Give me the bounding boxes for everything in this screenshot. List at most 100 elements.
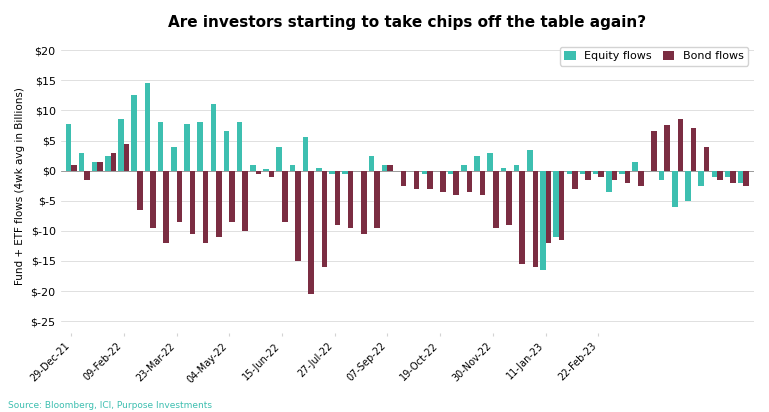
Bar xyxy=(685,171,691,201)
Bar xyxy=(163,171,169,243)
Bar xyxy=(78,152,85,171)
Bar xyxy=(572,171,578,189)
Bar xyxy=(480,171,485,195)
Bar xyxy=(65,124,71,171)
Bar xyxy=(554,171,559,237)
Bar xyxy=(308,171,314,294)
Bar xyxy=(540,171,546,270)
Bar xyxy=(664,125,670,171)
Bar xyxy=(224,131,229,171)
Bar xyxy=(250,165,255,171)
Bar xyxy=(527,150,532,171)
Bar xyxy=(593,171,598,173)
Bar xyxy=(611,171,618,180)
Bar xyxy=(651,131,657,171)
Bar xyxy=(506,171,511,225)
Bar xyxy=(369,156,375,171)
Bar xyxy=(638,171,644,186)
Bar xyxy=(237,122,242,171)
Bar xyxy=(242,171,248,231)
Bar xyxy=(145,83,150,171)
Bar xyxy=(488,152,493,171)
Bar xyxy=(388,165,393,171)
Bar xyxy=(659,171,664,180)
Bar xyxy=(335,171,341,225)
Bar xyxy=(448,171,454,173)
Bar xyxy=(92,162,98,171)
Bar xyxy=(321,171,327,267)
Bar xyxy=(546,171,551,243)
Bar xyxy=(724,171,731,177)
Bar xyxy=(198,122,203,171)
Bar xyxy=(567,171,572,173)
Bar xyxy=(190,171,195,234)
Bar xyxy=(698,171,704,186)
Bar xyxy=(514,165,519,171)
Bar xyxy=(619,171,624,173)
Bar xyxy=(98,162,103,171)
Bar xyxy=(401,171,406,186)
Bar xyxy=(493,171,498,228)
Bar xyxy=(598,171,604,177)
Bar xyxy=(348,171,354,228)
Bar xyxy=(316,168,321,171)
Bar xyxy=(203,171,208,243)
Bar xyxy=(632,162,638,171)
Bar xyxy=(295,171,301,261)
Bar xyxy=(277,147,282,171)
Bar xyxy=(171,147,177,171)
Bar xyxy=(185,124,190,171)
Bar xyxy=(137,171,142,210)
Bar xyxy=(624,171,631,183)
Bar xyxy=(263,169,269,171)
Bar xyxy=(150,171,156,228)
Bar xyxy=(118,119,124,171)
Bar xyxy=(427,171,433,189)
Bar xyxy=(677,119,683,171)
Bar xyxy=(131,95,137,171)
Bar xyxy=(711,171,717,177)
Legend: Equity flows, Bond flows: Equity flows, Bond flows xyxy=(560,47,748,66)
Bar xyxy=(269,171,275,177)
Bar xyxy=(211,104,216,171)
Title: Are investors starting to take chips off the table again?: Are investors starting to take chips off… xyxy=(168,15,646,30)
Bar xyxy=(329,171,335,173)
Bar xyxy=(744,171,749,186)
Bar xyxy=(580,171,585,173)
Bar xyxy=(501,168,506,171)
Bar xyxy=(216,171,221,237)
Bar xyxy=(255,171,261,173)
Bar xyxy=(361,171,367,234)
Bar xyxy=(290,165,295,171)
Y-axis label: Fund + ETF flows (4wk avg in Billions): Fund + ETF flows (4wk avg in Billions) xyxy=(15,87,25,285)
Bar xyxy=(704,147,710,171)
Bar xyxy=(158,122,163,171)
Bar xyxy=(282,171,288,222)
Bar xyxy=(111,152,116,171)
Bar xyxy=(71,165,77,171)
Bar xyxy=(532,171,538,267)
Bar xyxy=(467,171,472,192)
Bar xyxy=(105,156,111,171)
Bar xyxy=(229,171,235,222)
Bar xyxy=(375,171,380,228)
Bar xyxy=(461,165,467,171)
Bar xyxy=(717,171,723,180)
Bar xyxy=(672,171,677,207)
Bar xyxy=(85,171,90,180)
Bar xyxy=(177,171,182,222)
Text: Source: Bloomberg, ICI, Purpose Investments: Source: Bloomberg, ICI, Purpose Investme… xyxy=(8,401,211,410)
Bar xyxy=(382,165,388,171)
Bar xyxy=(606,171,611,192)
Bar xyxy=(414,171,419,189)
Bar xyxy=(342,171,348,173)
Bar xyxy=(691,129,696,171)
Bar xyxy=(474,156,480,171)
Bar xyxy=(454,171,459,195)
Bar xyxy=(124,143,129,171)
Bar xyxy=(421,171,427,173)
Bar xyxy=(519,171,525,264)
Bar xyxy=(559,171,564,240)
Bar xyxy=(731,171,736,183)
Bar xyxy=(738,171,744,183)
